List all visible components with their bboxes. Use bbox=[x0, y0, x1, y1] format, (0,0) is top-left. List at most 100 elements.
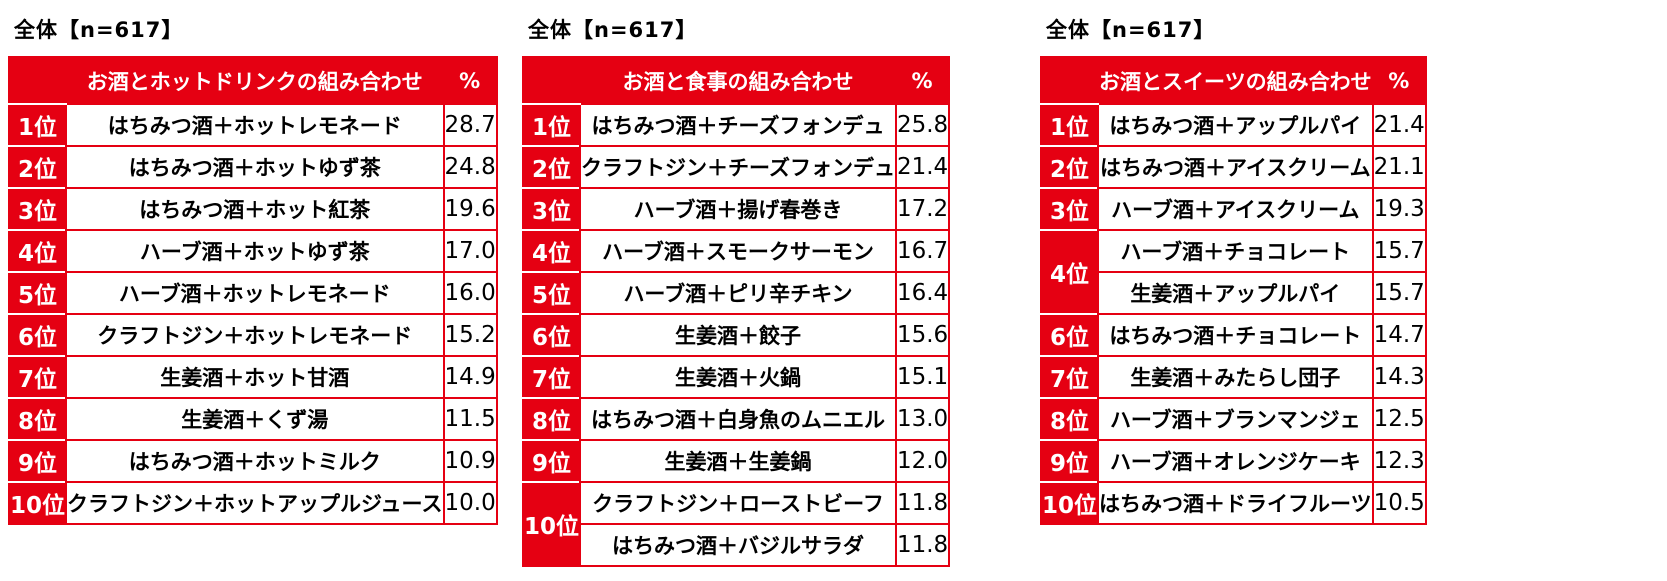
rank-cell: 2位 bbox=[1041, 145, 1099, 188]
rank-cell: 6位 bbox=[9, 313, 67, 356]
table-row: 10位 はちみつ酒＋ドライフルーツ 10.5 bbox=[1041, 481, 1426, 524]
table-row: 6位 はちみつ酒＋チョコレート 14.7 bbox=[1041, 313, 1426, 356]
table-row: 7位 生姜酒＋みたらし団子 14.3 bbox=[1041, 355, 1426, 398]
table-row: 3位 ハーブ酒＋揚げ春巻き 17.2 bbox=[523, 187, 950, 230]
table-row: 8位 生姜酒＋くず湯 11.5 bbox=[9, 397, 497, 440]
percent-cell: 10.0 bbox=[442, 481, 497, 524]
table-row: 4位 ハーブ酒＋チョコレート 15.7 bbox=[1041, 229, 1426, 314]
percent-cell: 19.3 bbox=[1371, 187, 1426, 230]
rank-cell: 7位 bbox=[1041, 355, 1099, 398]
percent-header: % bbox=[895, 57, 950, 104]
rank-cell: 6位 bbox=[1041, 313, 1099, 356]
rank-cell: 7位 bbox=[9, 355, 67, 398]
rank-cell: 5位 bbox=[9, 271, 67, 314]
table-row: 10位 クラフトジン＋ホットアップルジュース 10.0 bbox=[9, 481, 497, 524]
combination-cell: 生姜酒＋生姜鍋 bbox=[579, 439, 896, 482]
panel-title: 全体【n=617】 bbox=[528, 18, 698, 42]
table-row: 2位 はちみつ酒＋ホットゆず茶 24.8 bbox=[9, 145, 497, 188]
rank-header bbox=[9, 57, 67, 104]
percent-cell: 21.1 bbox=[1371, 145, 1426, 188]
table-row: 4位 ハーブ酒＋スモークサーモン 16.7 bbox=[523, 229, 950, 272]
table-row: 10位 クラフトジン＋ローストビーフ 11.8 bbox=[523, 481, 950, 566]
ranking-table: お酒とホットドリンクの組み合わせ% 1位 はちみつ酒＋ホットレモネード 28.7 2位は… bbox=[8, 56, 498, 525]
rank-cell: 4位 bbox=[523, 229, 581, 272]
rank-cell: 1位 bbox=[523, 103, 581, 146]
table-row: 2位 はちみつ酒＋アイスクリーム 21.1 bbox=[1041, 145, 1426, 188]
rank-cell: 3位 bbox=[523, 187, 581, 230]
percent-cell: 14.7 bbox=[1371, 313, 1426, 356]
percent-cell: 12.3 bbox=[1371, 439, 1426, 482]
percent-cell: 10.5 bbox=[1371, 481, 1426, 524]
table-row: 生姜酒＋アップルパイ 15.7 bbox=[1041, 271, 1426, 314]
rank-cell: 3位 bbox=[9, 187, 67, 230]
rank-cell: 2位 bbox=[9, 145, 67, 188]
rank-cell: 9位 bbox=[523, 439, 581, 482]
percent-cell: 12.5 bbox=[1371, 397, 1426, 440]
combination-cell: はちみつ酒＋ホットミルク bbox=[65, 439, 444, 482]
table-row: 9位 ハーブ酒＋オレンジケーキ 12.3 bbox=[1041, 439, 1426, 482]
combination-cell: はちみつ酒＋ホット紅茶 bbox=[65, 187, 444, 230]
rank-cell: 7位 bbox=[523, 355, 581, 398]
table-row: 7位 生姜酒＋ホット甘酒 14.9 bbox=[9, 355, 497, 398]
rank-cell: 1位 bbox=[9, 103, 67, 146]
rank-cell: 8位 bbox=[1041, 397, 1099, 440]
combination-cell: クラフトジン＋ローストビーフ bbox=[579, 481, 896, 524]
table-row: 1位 はちみつ酒＋チーズフォンデュ 25.8 bbox=[523, 103, 950, 146]
percent-cell: 10.9 bbox=[442, 439, 497, 482]
combination-cell: はちみつ酒＋ホットゆず茶 bbox=[65, 145, 444, 188]
percent-cell: 19.6 bbox=[442, 187, 497, 230]
percent-cell: 14.3 bbox=[1371, 355, 1426, 398]
percent-cell: 21.4 bbox=[1371, 103, 1426, 146]
table-row: 8位 ハーブ酒＋ブランマンジェ 12.5 bbox=[1041, 397, 1426, 440]
combination-cell: はちみつ酒＋バジルサラダ bbox=[579, 523, 896, 566]
combination-cell: はちみつ酒＋ドライフルーツ bbox=[1097, 481, 1373, 524]
rank-cell: 10位 bbox=[9, 481, 67, 524]
combination-cell: ハーブ酒＋チョコレート bbox=[1097, 229, 1373, 272]
table-row: はちみつ酒＋バジルサラダ 11.8 bbox=[523, 523, 950, 566]
percent-cell: 21.4 bbox=[894, 145, 950, 188]
rank-cell: 4位 bbox=[1041, 229, 1099, 314]
percent-cell: 14.9 bbox=[442, 355, 497, 398]
percent-cell: 16.0 bbox=[442, 271, 497, 314]
rank-cell: 10位 bbox=[523, 481, 581, 566]
combination-cell: 生姜酒＋みたらし団子 bbox=[1097, 355, 1373, 398]
rank-cell: 9位 bbox=[1041, 439, 1099, 482]
percent-cell: 28.7 bbox=[442, 103, 497, 146]
percent-cell: 11.8 bbox=[894, 523, 950, 566]
rank-cell: 3位 bbox=[1041, 187, 1099, 230]
percent-header: % bbox=[443, 57, 497, 104]
percent-cell: 13.0 bbox=[894, 397, 950, 440]
table-row: 9位 はちみつ酒＋ホットミルク 10.9 bbox=[9, 439, 497, 482]
table-row: 5位 ハーブ酒＋ピリ辛チキン 16.4 bbox=[523, 271, 950, 314]
percent-cell: 25.8 bbox=[894, 103, 950, 146]
combination-cell: 生姜酒＋くず湯 bbox=[65, 397, 444, 440]
combination-cell: 生姜酒＋火鍋 bbox=[579, 355, 896, 398]
rank-cell: 9位 bbox=[9, 439, 67, 482]
rank-header bbox=[1041, 57, 1099, 104]
table-row: 5位 ハーブ酒＋ホットレモネード 16.0 bbox=[9, 271, 497, 314]
combination-cell: クラフトジン＋ホットレモネード bbox=[65, 313, 444, 356]
table-row: 7位 生姜酒＋火鍋 15.1 bbox=[523, 355, 950, 398]
combination-cell: 生姜酒＋ホット甘酒 bbox=[65, 355, 444, 398]
table-row: 3位 ハーブ酒＋アイスクリーム 19.3 bbox=[1041, 187, 1426, 230]
percent-cell: 16.7 bbox=[894, 229, 950, 272]
percent-cell: 17.2 bbox=[894, 187, 950, 230]
combination-cell: 生姜酒＋アップルパイ bbox=[1097, 271, 1373, 314]
combination-cell: ハーブ酒＋ブランマンジェ bbox=[1097, 397, 1373, 440]
panel-title: 全体【n=617】 bbox=[14, 18, 184, 42]
rank-cell: 5位 bbox=[523, 271, 581, 314]
percent-cell: 16.4 bbox=[894, 271, 950, 314]
rank-cell: 8位 bbox=[523, 397, 581, 440]
percent-cell: 15.7 bbox=[1371, 271, 1426, 314]
combination-cell: クラフトジン＋ホットアップルジュース bbox=[65, 481, 444, 524]
rank-cell: 2位 bbox=[523, 145, 581, 188]
combination-cell: ハーブ酒＋ピリ辛チキン bbox=[579, 271, 896, 314]
combination-cell: ハーブ酒＋揚げ春巻き bbox=[579, 187, 896, 230]
combination-cell: 生姜酒＋餃子 bbox=[579, 313, 896, 356]
table-row: 2位 クラフトジン＋チーズフォンデュ 21.4 bbox=[523, 145, 950, 188]
combination-header: お酒とホットドリンクの組み合わせ bbox=[66, 57, 444, 104]
combination-cell: はちみつ酒＋アップルパイ bbox=[1097, 103, 1373, 146]
header-row: お酒とスイーツの組み合わせ% bbox=[1041, 57, 1426, 104]
percent-cell: 17.0 bbox=[442, 229, 497, 272]
combination-cell: はちみつ酒＋ホットレモネード bbox=[65, 103, 444, 146]
